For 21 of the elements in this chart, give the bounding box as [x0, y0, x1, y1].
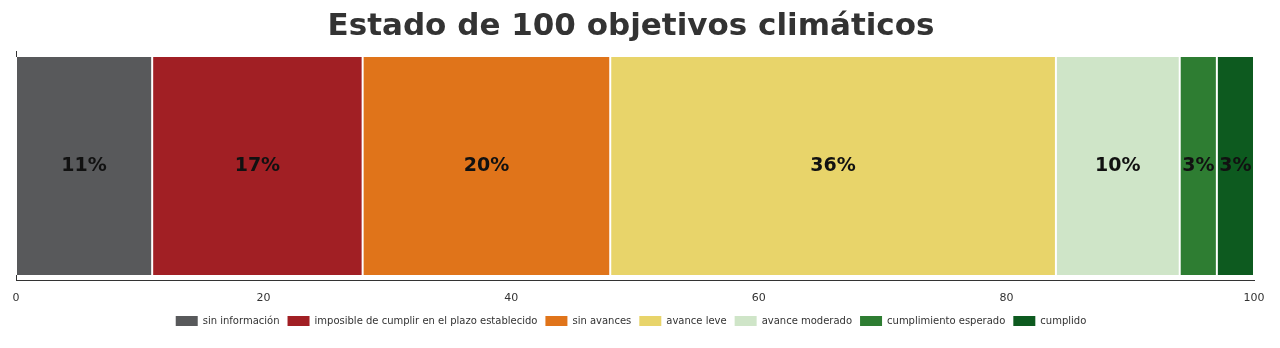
- data-label: 36%: [810, 152, 856, 175]
- data-label: 3%: [1182, 152, 1215, 175]
- chart-title: Estado de 100 objetivos climáticos: [327, 5, 935, 42]
- x-tick-label: 60: [751, 291, 766, 305]
- legend-label: imposible de cumplir en el plazo establecido: [314, 314, 538, 326]
- x-tick-label: 40: [504, 291, 519, 305]
- data-label: 3%: [1219, 152, 1252, 175]
- data-label: 11%: [61, 152, 107, 175]
- x-tick-label: 20: [256, 291, 271, 305]
- legend-label: avance leve: [666, 314, 727, 326]
- x-tick-label: 100: [1243, 291, 1265, 305]
- x-tick-label: 0: [12, 291, 20, 305]
- legend-label: avance moderado: [761, 314, 853, 326]
- x-tick-label: 80: [999, 291, 1014, 305]
- legend-label: sin avances: [572, 314, 632, 326]
- legend-label: cumplimiento esperado: [887, 314, 1006, 326]
- data-label: 17%: [234, 152, 281, 175]
- legend-label: sin información: [202, 314, 280, 326]
- legend-label: cumplido: [1040, 314, 1087, 326]
- data-label: 20%: [463, 152, 510, 175]
- data-label: 10%: [1095, 152, 1141, 175]
